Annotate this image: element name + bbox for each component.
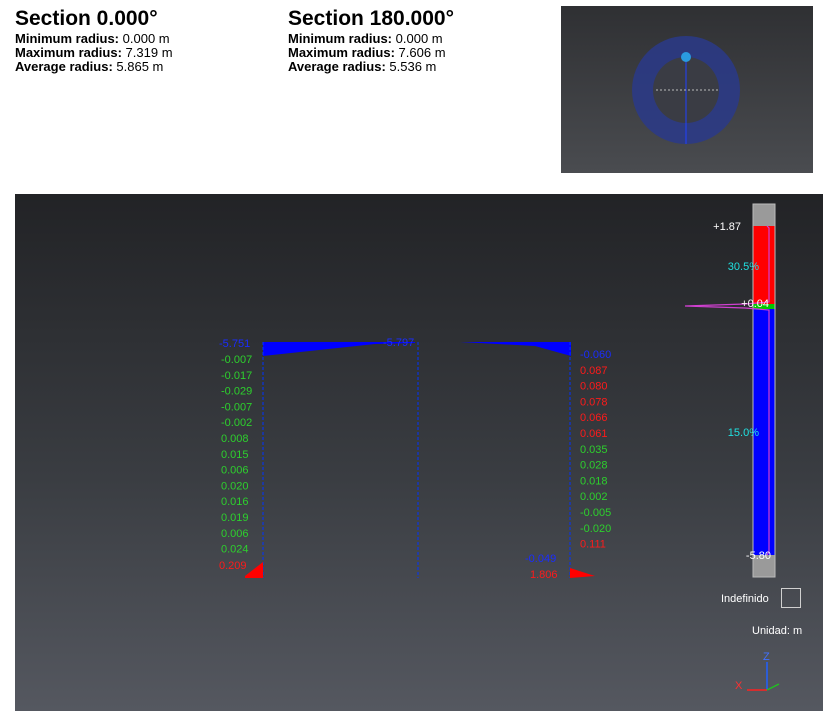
left-value-label: -0.029 [221,386,252,398]
section-ring-drawing [632,36,740,144]
x-axis-label: X [735,680,743,692]
left-value-labels: -0.007 -0.017 -0.029 -0.007 -0.002 0.008 0.015… [221,354,252,556]
top-left-value: -5.751 [219,338,250,350]
top-center-value: -5.797 [383,337,414,349]
left-value-label: -0.002 [221,417,252,429]
right-value-label: 0.035 [580,444,608,456]
undefined-label: Indefinido [721,593,769,605]
right-value-label: 0.111 [580,539,606,551]
section-0-avg-radius: Average radius: 5.865 m [15,59,164,74]
section-0-panel: Section 0.000° Minimum radius: 0.000 m M… [15,6,173,74]
scale-mid-label: +0.04 [741,298,769,310]
left-value-label: 0.006 [221,465,249,477]
undefined-swatch[interactable] [781,588,801,608]
profile-viewport[interactable]: -5.751 -5.797 -0.007 -0.017 -0.029 -0.007 -0… [15,194,823,711]
right-value-label: 0.061 [580,428,608,440]
section-180-title: Section 180.000° [288,7,454,30]
left-value-label: -0.007 [221,401,252,413]
scale-max-label: +1.87 [713,221,741,233]
left-value-label: 0.015 [221,449,249,461]
top-left-deviation-fill [263,342,415,356]
z-axis-label: Z [763,651,770,663]
left-bottom-value: 0.209 [219,560,247,572]
left-value-label: 0.020 [221,480,249,492]
section-180-max-radius: Maximum radius: 7.606 m [288,45,446,60]
left-value-label: 0.019 [221,512,249,524]
scale-zero-band [753,304,775,309]
section-marker [681,52,691,62]
right-value-label: -0.005 [580,507,611,519]
section-0-title: Section 0.000° [15,7,158,30]
right-value-label: 0.018 [580,475,608,487]
left-value-label: 0.008 [221,433,249,445]
right-value-label: 0.066 [580,412,608,424]
scale-border[interactable] [752,203,776,578]
bottom-right-deviation-fill [570,568,595,578]
right-value-label: 0.028 [580,460,608,472]
scale-pct-upper: 30.5% [728,261,759,273]
left-value-label: 0.006 [221,528,249,540]
right-value-label: 0.078 [580,396,608,408]
section-0-max-radius: Maximum radius: 7.319 m [15,45,173,60]
right-bottom-value-a: -0.049 [525,553,556,565]
scale-cap-bottom [753,555,775,577]
bottom-left-deviation-fill [245,562,263,578]
scale-pct-lower: 15.0% [728,427,759,439]
right-bottom-value-b: 1.806 [530,569,558,581]
section-thumbnail-view[interactable] [561,6,813,173]
right-value-label: 0.087 [580,365,608,377]
right-value-label: -0.020 [580,523,611,535]
left-value-label: 0.016 [221,496,249,508]
profile-drawing: -5.751 -5.797 -0.007-0.017-0.029-0.007-0… [219,203,780,692]
top-right-deviation-fill [460,342,571,356]
left-value-label: -0.017 [221,370,252,382]
section-180-panel: Section 180.000° Minimum radius: 0.000 m… [288,6,454,74]
section-180-min-radius: Minimum radius: 0.000 m [288,31,443,46]
histogram-curve [684,225,770,556]
right-value-label: 0.002 [580,491,608,503]
y-axis-line [766,683,780,691]
section-0-min-radius: Minimum radius: 0.000 m [15,31,170,46]
right-value-label: 0.080 [580,381,608,393]
unit-label: Unidad: m [752,625,803,637]
scale-cap-top [753,204,775,226]
section-180-avg-radius: Average radius: 5.536 m [288,59,437,74]
scale-min-label: -5.80 [746,550,771,562]
left-value-label: 0.024 [221,544,249,556]
right-value-label: -0.060 [580,349,611,361]
right-value-labels: -0.060 0.087 0.080 0.078 0.066 0.061 0.035 0.02… [580,349,611,551]
left-value-label: -0.007 [221,354,252,366]
